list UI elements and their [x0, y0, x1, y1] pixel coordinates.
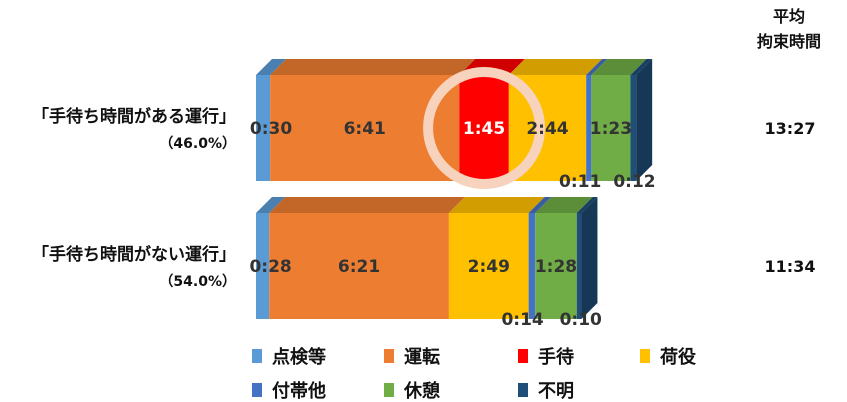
bar-segment-front [459, 75, 509, 181]
bar-segment-top [630, 59, 653, 75]
bar-segment-top [256, 59, 287, 75]
legend-swatch [518, 349, 528, 363]
bar-segment [256, 197, 286, 319]
legend-label: 点検等 [272, 346, 326, 368]
segment-label: 0:28 [249, 257, 291, 277]
highlight-ring [423, 67, 546, 189]
total-header-line: 平均 [773, 7, 805, 26]
segment-label: 1:23 [590, 119, 632, 139]
bar-segment [535, 197, 593, 319]
category-share: （54.0%） [159, 274, 236, 290]
bar-segment-front [269, 213, 449, 319]
bar-segment [576, 197, 598, 319]
legend-swatch [518, 383, 528, 397]
category-label: 「手待ち時間がない運行」 [32, 244, 236, 265]
legend-label: 荷役 [660, 346, 696, 368]
segment-label: 1:45 [463, 119, 505, 139]
bar-segment-front [576, 213, 582, 319]
legend-item: 荷役 [640, 346, 696, 368]
bar-segment-front [535, 213, 577, 319]
bar-segment [528, 197, 552, 319]
legend-swatch [384, 349, 394, 363]
legend-label: 手待 [538, 346, 574, 368]
bar-segment-top [448, 197, 545, 213]
total-header-line: 拘束時間 [757, 32, 821, 51]
bar-segment-top [586, 59, 608, 75]
legend-label: 運転 [404, 346, 440, 368]
bar-segment-front [586, 75, 592, 181]
bar-segment-front [256, 213, 270, 319]
legend-label: 不明 [538, 381, 574, 402]
legend-label: 休憩 [403, 380, 440, 402]
segment-label: 6:21 [338, 257, 380, 277]
legend-swatch [252, 383, 262, 397]
bar-segment-top [528, 197, 552, 213]
segment-label: 1:28 [535, 257, 577, 277]
bar-segment-top [270, 59, 476, 75]
legend-swatch [640, 349, 650, 363]
bar-segment-top [508, 59, 603, 75]
segment-label: 0:11 [559, 172, 601, 192]
bar-segment-top [256, 197, 286, 213]
legend-swatch [384, 383, 394, 397]
bars [256, 59, 653, 319]
segment-labels: 0:30 6:41 1:45 2:44 0:11 1:23 0:12 0:28 6:21 2:49… [249, 119, 655, 330]
legend-swatch [252, 349, 262, 363]
bar-segment-top [591, 59, 647, 75]
legend-label: 付帯他 [272, 380, 326, 402]
bar-segment-front [528, 213, 536, 319]
segment-label: 2:44 [526, 119, 568, 139]
legend-item: 付帯他 [252, 380, 326, 402]
bar-segment [269, 197, 465, 319]
legend-item: 点検等 [252, 346, 326, 368]
segment-label: 0:10 [560, 310, 602, 330]
bar-segment [591, 59, 647, 181]
bar-segment-front [256, 75, 271, 181]
total-label: 13:27 [765, 119, 816, 138]
bar-segment-front [448, 213, 529, 319]
bar-segment-top [576, 197, 598, 213]
segment-label: 2:49 [468, 257, 510, 277]
legend-item: 運転 [384, 346, 440, 368]
bar-side-face [581, 197, 598, 319]
legend-item: 休憩 [384, 380, 440, 402]
segment-label: 0:12 [613, 172, 655, 192]
bar-segment-front [591, 75, 631, 181]
bar-segment-top [269, 197, 465, 213]
bar-segment [256, 59, 287, 181]
bar-segment-front [630, 75, 637, 181]
legend-item: 不明 [518, 381, 574, 402]
category-labels: 「手待ち時間がある運行」 （46.0%） 「手待ち時間がない運行」 （54.0%） [32, 106, 236, 290]
bar-segment [586, 59, 608, 181]
category-share: （46.0%） [159, 136, 236, 152]
bar-side-face [636, 59, 653, 181]
bar-segment [448, 197, 545, 319]
legend-item: 手待 [518, 346, 574, 368]
segment-label: 6:41 [344, 119, 386, 139]
segment-label: 0:14 [501, 310, 543, 330]
total-labels: 13:27 11:34 [765, 119, 816, 276]
bar-segment [630, 59, 653, 181]
segment-label: 0:30 [250, 119, 292, 139]
total-label: 11:34 [765, 257, 816, 276]
bar-segment-top [535, 197, 593, 213]
category-label: 「手待ち時間がある運行」 [32, 106, 236, 127]
